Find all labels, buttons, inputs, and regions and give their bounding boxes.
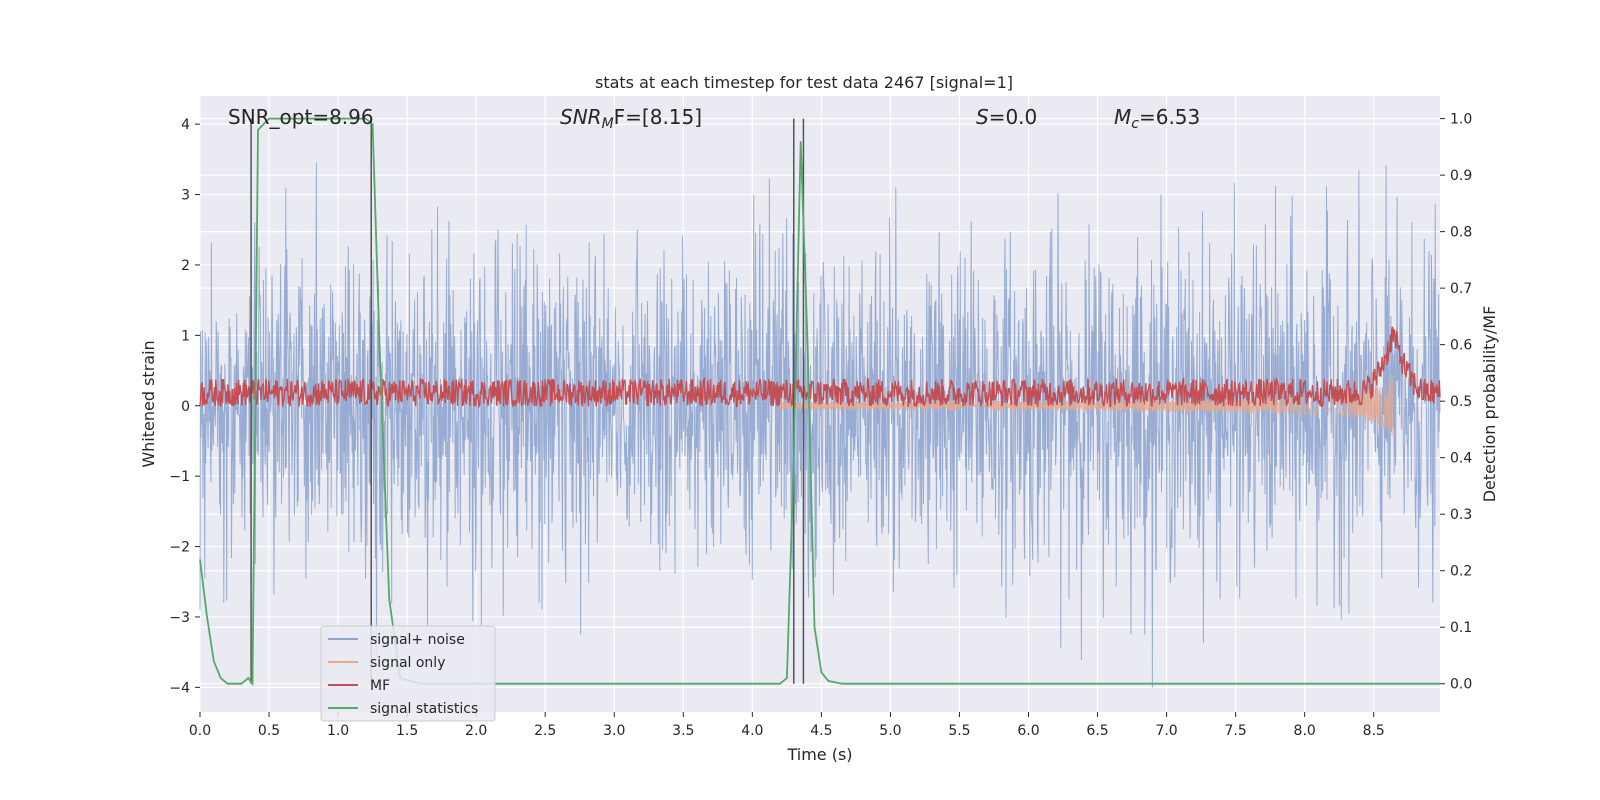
snr-mf-annotation: SNRMF=[8.15] xyxy=(560,105,702,132)
y2-tick-label-10: 1.0 xyxy=(1450,112,1472,128)
chart-title: stats at each timestep for test data 246… xyxy=(595,73,1013,92)
signal-only-series xyxy=(779,374,1394,436)
signal-trace xyxy=(779,374,1394,436)
y-tick-label-8: 4 xyxy=(181,117,190,133)
y2-tick-label-3: 0.3 xyxy=(1450,507,1472,523)
y-tick-label-0: −4 xyxy=(169,680,190,696)
x-tick-label-10: 5.0 xyxy=(879,723,901,739)
y-tick-label-4: 0 xyxy=(181,399,190,415)
legend-label-stat: signal statistics xyxy=(370,701,478,717)
snr-opt-annotation: SNR_opt=8.96 xyxy=(228,105,374,129)
x-tick-label-6: 3.0 xyxy=(603,723,625,739)
mc-value: =6.53 xyxy=(1139,105,1200,129)
x-tick-label-11: 5.5 xyxy=(948,723,970,739)
mc-annotation: Mc=6.53 xyxy=(1114,105,1200,132)
s-symbol: S xyxy=(976,105,989,129)
y2-ticks: 0.0 0.1 0.2 0.3 0.4 0.5 0.6 0.7 0.8 0.9 1.0 xyxy=(1440,112,1472,693)
y2-tick-label-1: 0.1 xyxy=(1450,620,1472,636)
s-value: =0.0 xyxy=(989,105,1038,129)
y2-axis-label: Detection probability/MF xyxy=(1480,306,1499,503)
y2-tick-label-0: 0.0 xyxy=(1450,677,1472,693)
y2-tick-label-5: 0.5 xyxy=(1450,394,1472,410)
x-tick-label-15: 7.5 xyxy=(1225,723,1247,739)
mc-sub: c xyxy=(1131,116,1139,132)
event-markers xyxy=(250,118,805,684)
y2-tick-label-6: 0.6 xyxy=(1450,338,1472,354)
x-tick-label-16: 8.0 xyxy=(1294,723,1316,739)
x-axis-label: Time (s) xyxy=(786,745,852,764)
legend-box xyxy=(320,625,496,722)
y2-tick-label-9: 0.9 xyxy=(1450,168,1472,184)
annotations: SNR_opt=8.96 SNRMF=[8.15] S=0.0 Mc=6.53 xyxy=(228,105,1200,132)
x-tick-label-2: 1.0 xyxy=(327,723,349,739)
legend: signal+ noise signal only MF signal stat… xyxy=(320,625,496,722)
snr-mf-base: SNR xyxy=(560,105,602,129)
snr-mf-sub: M xyxy=(602,116,614,132)
x-tick-label-8: 4.0 xyxy=(741,723,763,739)
x-tick-label-5: 2.5 xyxy=(534,723,556,739)
y-tick-label-5: 1 xyxy=(181,328,190,344)
legend-label-noise: signal+ noise xyxy=(370,632,465,648)
y-axis-label: Whitened strain xyxy=(139,340,158,467)
x-tick-label-9: 4.5 xyxy=(810,723,832,739)
x-tick-label-1: 0.5 xyxy=(258,723,280,739)
snr-mf-rest: F=[8.15] xyxy=(614,105,702,129)
x-tick-label-0: 0.0 xyxy=(189,723,211,739)
y2-tick-label-7: 0.7 xyxy=(1450,281,1472,297)
x-tick-label-7: 3.5 xyxy=(672,723,694,739)
s-annotation: S=0.0 xyxy=(976,105,1037,129)
mf-series xyxy=(199,326,1441,409)
x-tick-label-14: 7.0 xyxy=(1155,723,1177,739)
x-tick-label-4: 2.0 xyxy=(465,723,487,739)
legend-label-mf: MF xyxy=(370,678,390,694)
y-tick-label-2: −2 xyxy=(169,540,190,556)
y-tick-label-1: −3 xyxy=(169,610,190,626)
y-ticks: −4 −3 −2 −1 0 1 2 3 4 xyxy=(169,117,200,696)
x-tick-label-17: 8.5 xyxy=(1363,723,1385,739)
y2-tick-label-8: 0.8 xyxy=(1450,225,1472,241)
y-tick-label-6: 2 xyxy=(181,258,190,274)
y-tick-label-3: −1 xyxy=(169,469,190,485)
mc-symbol: M xyxy=(1114,105,1131,129)
y-tick-label-7: 3 xyxy=(181,188,190,204)
x-ticks: 0.0 0.5 1.0 1.5 2.0 2.5 3.0 3.5 4.0 4.5 5.0 5.5 6.0 6… xyxy=(189,712,1385,739)
x-tick-label-13: 6.5 xyxy=(1086,723,1108,739)
y2-tick-label-4: 0.4 xyxy=(1450,451,1472,467)
x-tick-label-12: 6.0 xyxy=(1017,723,1039,739)
y2-tick-label-2: 0.2 xyxy=(1450,564,1472,580)
mf-trace xyxy=(199,326,1441,409)
legend-label-signal: signal only xyxy=(370,655,445,671)
x-tick-label-3: 1.5 xyxy=(396,723,418,739)
